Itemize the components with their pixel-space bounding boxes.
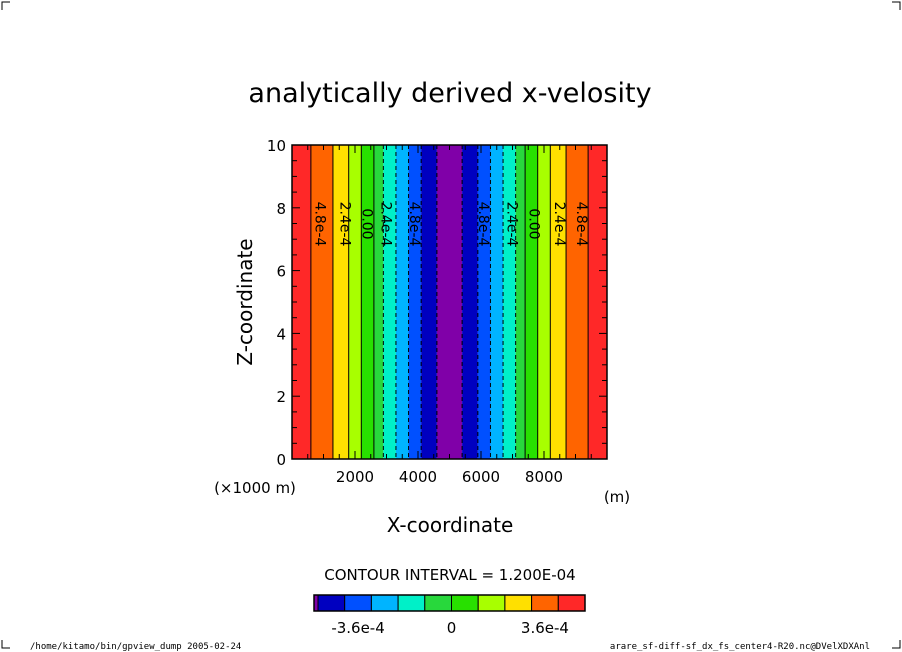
contour-label-group: 4.8e-4: [311, 202, 327, 247]
contour-label-group: 2.4e-4: [551, 202, 567, 247]
color-band: [373, 145, 384, 459]
x-axis-label: X-coordinate: [387, 513, 514, 537]
colorbar-cell: [504, 594, 533, 612]
x-scale-note: (×1000 m): [214, 479, 296, 497]
contour-label: 2.4e-4: [504, 202, 520, 247]
color-band: [515, 145, 526, 459]
color-band: [490, 145, 504, 459]
contour-label: 2.4e-4: [551, 202, 567, 247]
colorbar-cell: [477, 594, 506, 612]
contour-label-group: 2.4e-4: [504, 202, 520, 247]
colorbar-cell: [424, 594, 452, 612]
chart-title: analytically derived x-velosity: [248, 78, 651, 109]
color-band: [332, 145, 349, 459]
y-tick-label: 2: [276, 388, 286, 406]
color-band: [566, 145, 589, 459]
colorbar-tick-label: -3.6e-4: [331, 619, 384, 637]
contour-label-group: 4.8e-4: [573, 202, 589, 247]
color-band: [503, 145, 516, 459]
contour-label-group: 2.4e-4: [337, 202, 353, 247]
contour-label: 0.00: [359, 208, 375, 239]
contour-label: 4.8e-4: [573, 202, 589, 247]
contour-label: 2.4e-4: [337, 202, 353, 247]
contour-label: 2.4e-4: [378, 202, 394, 247]
x-tick-label: 6000: [462, 468, 500, 486]
color-band: [408, 145, 422, 459]
color-band: [525, 145, 538, 459]
x-unit-label: (m): [604, 488, 630, 506]
contour-label-group: 0.00: [526, 208, 542, 239]
x-tick-label: 2000: [336, 468, 374, 486]
y-tick-label: 8: [276, 200, 286, 218]
y-tick-label: 0: [276, 451, 286, 469]
colorbar-cell: [317, 594, 346, 612]
color-band: [537, 145, 551, 459]
colorbar-tick-label: 3.6e-4: [521, 619, 569, 637]
color-band: [383, 145, 396, 459]
colorbar-frame: [313, 594, 586, 612]
contour-label: 0.00: [526, 208, 542, 239]
plot-area: 4.8e-4 2.4e-4 0.00 2.4e-4 4.8e-4 4.8e-4 2.4e-4…: [267, 137, 608, 486]
y-axis-label: Z-coordinate: [233, 238, 257, 365]
colorbar-cell: [397, 594, 426, 612]
y-tick-label: 4: [276, 325, 286, 343]
color-band: [348, 145, 362, 459]
colorbar: -3.6e-4 0 3.6e-4: [313, 594, 586, 637]
contour-label-group: 0.00: [359, 208, 375, 239]
colorbar-cell: [370, 594, 399, 612]
x-tick-label: 8000: [525, 468, 563, 486]
color-band: [310, 145, 333, 459]
colorbar-cell: [344, 594, 372, 612]
contour-label-group: 2.4e-4: [378, 202, 394, 247]
footer-right-text: arare_sf-diff-sf_dx_fs_center4-R20.nc@DV…: [610, 642, 870, 652]
y-tick-label: 6: [276, 263, 286, 281]
color-band: [477, 145, 491, 459]
color-band: [395, 145, 409, 459]
colorbar-cell: [531, 594, 559, 612]
colorbar-tick-label: 0: [447, 619, 457, 637]
x-tick-label: 4000: [399, 468, 437, 486]
color-band: [361, 145, 374, 459]
color-band: [436, 145, 463, 459]
color-band: [462, 145, 478, 459]
y-tick-label: 10: [267, 137, 286, 155]
colorbar-cell: [557, 594, 586, 612]
contour-interval-text: CONTOUR INTERVAL = 1.200E-04: [324, 566, 575, 584]
contour-label: 4.8e-4: [311, 202, 327, 247]
contour-label: 4.8e-4: [475, 202, 491, 247]
colorbar-cell: [451, 594, 479, 612]
footer-left-text: /home/kitamo/bin/gpview_dump 2005-02-24: [30, 642, 241, 652]
contour-label-group: 4.8e-4: [475, 202, 491, 247]
colorbar-end-cell: [314, 595, 318, 611]
contour-label-group: 4.8e-4: [406, 202, 422, 247]
color-band: [421, 145, 437, 459]
color-band: [550, 145, 567, 459]
contour-label: 4.8e-4: [406, 202, 422, 247]
